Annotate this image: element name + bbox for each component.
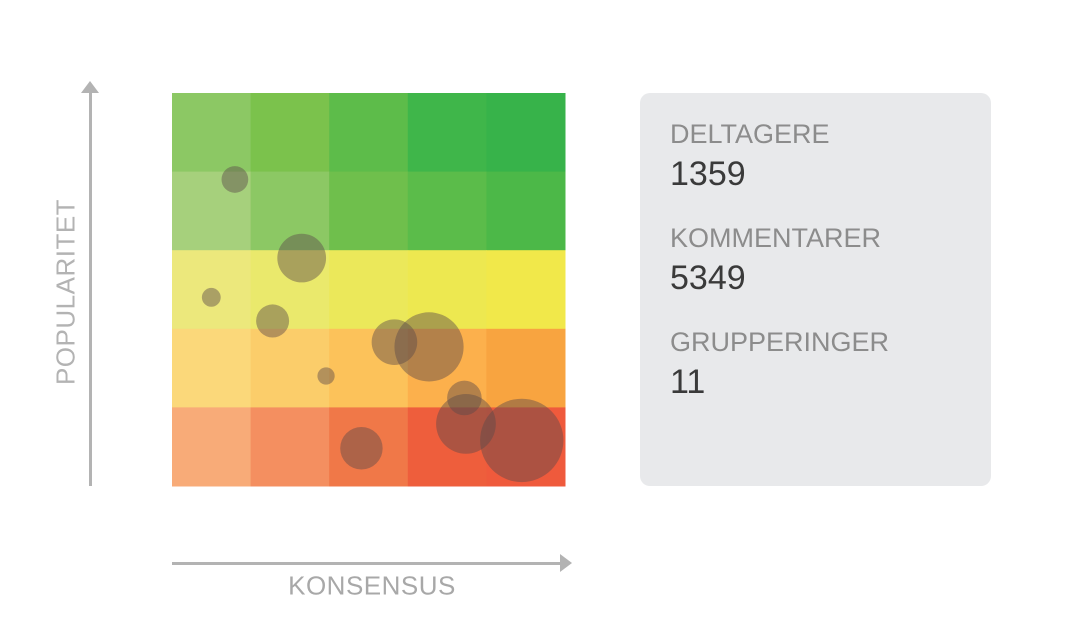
bubble-point-3 <box>201 287 221 307</box>
bubble-point-4 <box>256 304 290 338</box>
x-axis-arrow-icon <box>560 554 572 572</box>
comments-label: KOMMENTARER <box>670 223 882 253</box>
bubble-point-7 <box>394 312 464 382</box>
grid-cell-r2-c1 <box>250 250 330 330</box>
grid-cell-r3-c3 <box>407 328 487 408</box>
bubble-point-5 <box>317 367 335 385</box>
y-axis-line <box>89 88 92 486</box>
groupings-label: GRUPPERINGER <box>670 327 890 357</box>
grid-cell-r2-c2 <box>329 250 409 330</box>
bubble-point-9 <box>436 394 496 454</box>
x-axis-line <box>172 562 564 565</box>
y-axis-label: POPULARITET <box>50 198 81 386</box>
x-axis-label: KONSENSUS <box>288 570 456 601</box>
grid-cell-r1-c2 <box>329 171 409 251</box>
groupings-value: 11 <box>670 363 706 401</box>
grid-cell-r0-c1 <box>250 93 330 173</box>
y-axis-arrow-icon <box>81 81 99 93</box>
grid-cell-r2-c3 <box>407 250 487 330</box>
bubble-point-10 <box>340 427 383 470</box>
grid-cell-r4-c2 <box>329 407 409 487</box>
grid-cell-r0-c4 <box>486 93 566 173</box>
bubble-point-11 <box>480 398 564 483</box>
grid-cell-r4-c3 <box>407 407 487 487</box>
grid-cell-r2-c0 <box>172 250 252 330</box>
participants-label: DELTAGERE <box>670 119 830 149</box>
grid-cell-r1-c3 <box>407 171 487 251</box>
grid-cell-r3-c2 <box>329 328 409 408</box>
bubble-chart <box>172 93 566 487</box>
grid-cell-r3-c4 <box>486 328 566 408</box>
grid-cell-r2-c4 <box>486 250 566 330</box>
stats-panel: DELTAGERE 1359 KOMMENTARER 5349 GRUPPERI… <box>640 93 991 486</box>
bubble-point-6 <box>371 319 418 365</box>
grid-cell-r1-c4 <box>486 171 566 251</box>
bubble-point-2 <box>277 233 327 283</box>
comments-value: 5349 <box>670 259 746 297</box>
grid-cell-r0-c3 <box>407 93 487 173</box>
grid-cell-r1-c1 <box>250 171 330 251</box>
grid-cell-r3-c0 <box>172 328 252 408</box>
grid-cell-r4-c4 <box>486 407 566 487</box>
grid-cell-r4-c0 <box>172 407 252 487</box>
bubble-point-1 <box>221 166 249 193</box>
bubble-point-8 <box>447 380 482 416</box>
grid-cell-r3-c1 <box>250 328 330 408</box>
participants-value: 1359 <box>670 155 746 193</box>
grid-cell-r0-c2 <box>329 93 409 173</box>
grid-cell-r0-c0 <box>172 93 252 173</box>
grid-cell-r1-c0 <box>172 171 252 251</box>
grid-cell-r4-c1 <box>250 407 330 487</box>
